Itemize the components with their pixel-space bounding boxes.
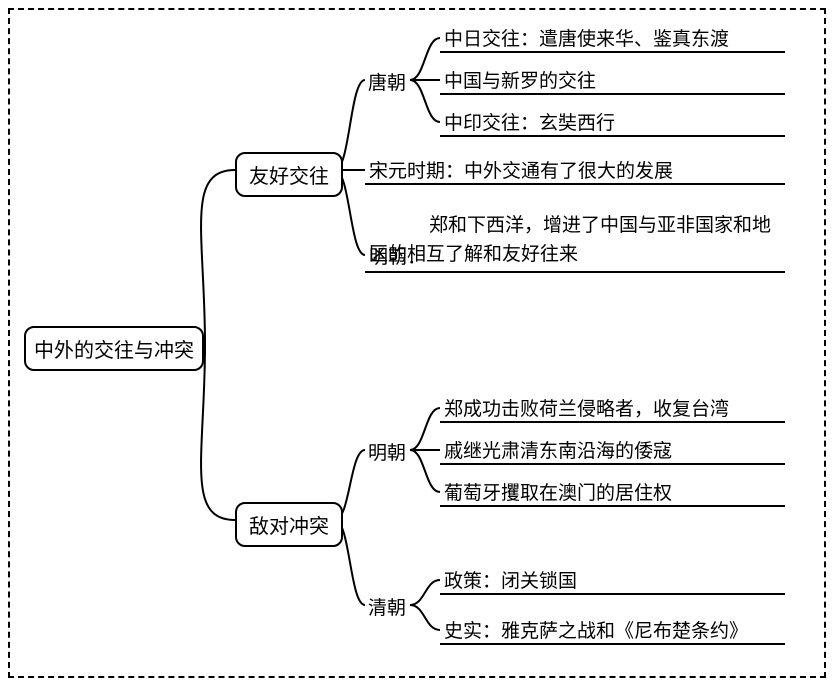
ming2-leaf-1: 戚继光肃清东南沿海的倭寇	[444, 438, 672, 467]
ming2-leaf-2: 葡萄牙攫取在澳门的居住权	[444, 480, 672, 509]
ming1-label: 明朝：	[369, 242, 426, 269]
tang-leaf-2: 中印交往：玄奘西行	[444, 110, 615, 139]
qing-label: 清朝	[368, 593, 406, 620]
diagram-container: 中外的交往与冲突 友好交往 敌对冲突 唐朝 中日交往：遣唐使来华、鉴真东渡 中国…	[8, 8, 826, 678]
root-node: 中外的交往与冲突	[24, 326, 204, 371]
qing-leaf-1: 史实：雅克萨之战和《尼布楚条约》	[444, 618, 748, 647]
branch-hostile-label: 敌对冲突	[249, 510, 329, 539]
branch-hostile: 敌对冲突	[235, 502, 343, 547]
root-label: 中外的交往与冲突	[34, 334, 194, 363]
branch-friendly-label: 友好交往	[249, 160, 329, 189]
ming2-leaf-0: 郑成功击败荷兰侵略者，收复台湾	[444, 396, 729, 425]
ming2-label: 明朝	[368, 438, 406, 465]
ming1-text: 郑和下西洋，增进了中国与亚非国家和地区的相互了解和友好往来	[369, 215, 771, 265]
songyuan-leaf: 宋元时期：中外交通有了很大的发展	[369, 158, 673, 187]
qing-leaf-0: 政策：闭关锁国	[444, 568, 577, 597]
branch-friendly: 友好交往	[235, 152, 343, 197]
tang-label: 唐朝	[368, 68, 406, 95]
tang-leaf-0: 中日交往：遣唐使来华、鉴真东渡	[444, 26, 729, 55]
ming1-wrap: 郑和下西洋，增进了中国与亚非国家和地区的相互了解和友好往来	[369, 212, 789, 269]
tang-leaf-1: 中国与新罗的交往	[444, 68, 596, 97]
